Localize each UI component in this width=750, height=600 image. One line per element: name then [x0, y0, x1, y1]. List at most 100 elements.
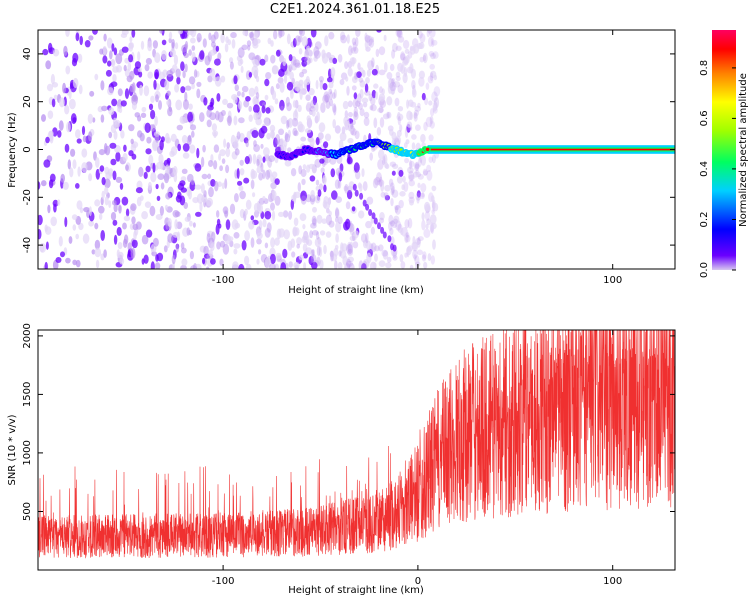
noise-blob	[270, 182, 277, 190]
noise-blob	[181, 258, 188, 267]
noise-blob	[288, 261, 293, 268]
noise-blob	[373, 217, 378, 225]
noise-blob	[227, 236, 234, 242]
noise-blob	[264, 257, 272, 269]
noise-blob	[365, 77, 370, 84]
noise-blob	[233, 115, 238, 126]
noise-blob	[319, 158, 325, 164]
noise-blob	[252, 192, 256, 198]
noise-blob	[209, 101, 214, 108]
noise-blob	[104, 186, 109, 195]
noise-blob	[72, 224, 77, 231]
noise-blob	[291, 65, 297, 71]
noise-blob	[335, 233, 339, 244]
noise-blob	[345, 260, 353, 267]
noise-blob	[379, 117, 385, 128]
noise-blob	[378, 217, 385, 224]
noise-blob	[381, 249, 388, 257]
noise-blob	[378, 105, 384, 114]
trace-blob-core	[425, 147, 430, 151]
noise-blob	[258, 172, 264, 181]
noise-blob	[321, 177, 327, 183]
noise-blob	[404, 127, 409, 138]
noise-blob	[320, 167, 325, 174]
noise-blob	[400, 261, 406, 269]
noise-blob	[409, 264, 414, 269]
noise-blob	[337, 216, 343, 225]
noise-blob	[406, 121, 413, 128]
noise-blob	[299, 30, 305, 37]
noise-blob	[224, 178, 228, 189]
noise-blob	[423, 261, 428, 269]
noise-blob	[325, 100, 331, 110]
noise-blob	[359, 89, 364, 99]
noise-blob	[345, 218, 351, 230]
noise-blob	[239, 208, 245, 219]
noise-blob	[408, 170, 414, 182]
noise-blob	[377, 159, 384, 170]
noise-blob	[400, 51, 405, 61]
noise-blob	[144, 64, 150, 72]
noise-blob	[114, 119, 121, 128]
noise-blob	[310, 100, 315, 109]
noise-blob	[233, 75, 238, 85]
noise-blob	[395, 75, 401, 82]
noise-blob	[174, 211, 181, 217]
noise-blob	[78, 222, 84, 231]
noise-blob	[159, 139, 164, 151]
noise-blob	[172, 165, 178, 176]
noise-blob	[207, 75, 213, 83]
noise-blob	[393, 81, 401, 88]
noise-blob	[288, 54, 293, 62]
noise-blob	[420, 183, 427, 193]
noise-blob	[314, 237, 322, 248]
x-tick-label: -100	[212, 275, 235, 286]
y-tick-label: -40	[22, 237, 33, 253]
noise-blob	[248, 52, 256, 61]
noise-blob	[350, 47, 357, 54]
noise-blob	[168, 37, 172, 44]
noise-blob	[288, 210, 293, 220]
noise-blob	[119, 258, 125, 265]
noise-blob	[99, 165, 105, 172]
noise-blob	[82, 233, 90, 244]
noise-blob	[183, 99, 189, 110]
noise-blob	[315, 79, 319, 90]
noise-blob	[392, 248, 397, 259]
noise-blob	[139, 195, 144, 201]
noise-blob	[428, 134, 434, 142]
y-tick-label: 500	[22, 502, 33, 521]
noise-blob	[155, 133, 160, 143]
noise-blob	[273, 263, 280, 269]
noise-blob	[45, 241, 49, 250]
noise-blob	[49, 173, 56, 182]
noise-blob	[357, 182, 362, 189]
noise-blob	[388, 178, 394, 187]
noise-blob	[240, 65, 244, 73]
noise-blob	[176, 124, 183, 131]
noise-blob	[211, 231, 216, 243]
noise-blob	[246, 40, 252, 47]
noise-blob	[430, 195, 435, 203]
noise-blob	[102, 55, 108, 64]
noise-blob	[121, 196, 129, 206]
noise-blob	[389, 220, 395, 227]
noise-blob	[364, 90, 371, 96]
noise-blob	[269, 124, 276, 132]
noise-blob	[120, 33, 128, 38]
noise-blob	[263, 117, 270, 126]
y-tick-label: 0	[22, 146, 33, 152]
noise-blob	[38, 181, 41, 190]
noise-blob	[147, 40, 153, 52]
noise-blob	[199, 112, 205, 123]
noise-blob	[117, 242, 123, 250]
noise-blob	[423, 228, 431, 238]
noise-blob	[182, 152, 190, 159]
noise-blob	[236, 131, 241, 140]
noise-blob	[292, 100, 296, 108]
noise-blob	[378, 93, 386, 102]
noise-blob	[378, 69, 386, 76]
noise-blob	[180, 176, 187, 182]
noise-blob	[368, 209, 373, 216]
